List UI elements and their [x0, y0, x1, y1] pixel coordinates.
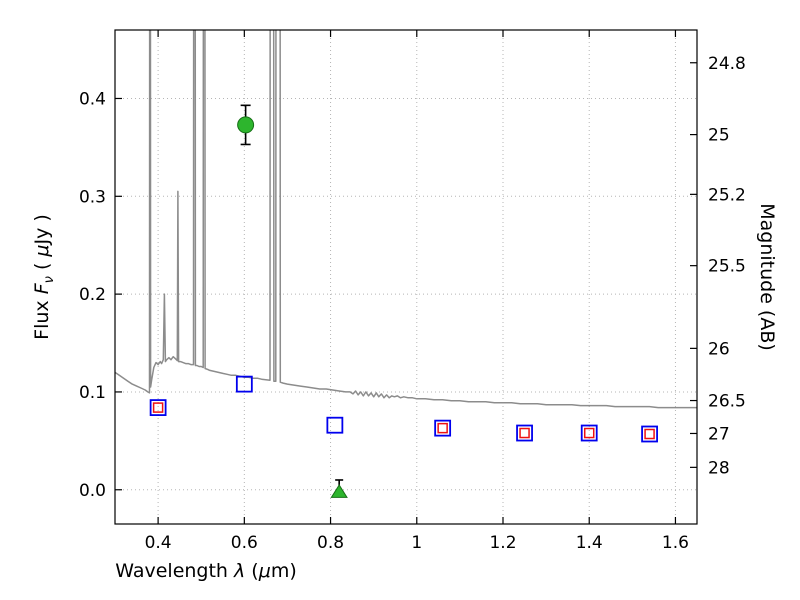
y-tick-label-right: 26: [708, 339, 730, 359]
x-axis-label: Wavelength λ (μm): [115, 560, 297, 582]
photometry-blue-open-squares-marker: [149, 399, 167, 416]
x-tick-label: 0.6: [231, 533, 258, 553]
photometry-blue-open-squares-marker: [235, 375, 253, 393]
y-axis-label-right: Magnitude (AB): [756, 203, 778, 351]
y-tick-label-right: 25: [708, 126, 730, 146]
photometry-blue-open-squares-marker: [580, 424, 598, 442]
y-tick-label-left: 0.3: [79, 187, 106, 207]
x-tick-label: 1: [411, 533, 422, 553]
y-tick-label-right: 24.8: [708, 54, 746, 74]
y-tick-label-right: 28: [708, 458, 730, 478]
y-tick-label-right: 25.2: [708, 185, 746, 205]
y-tick-label-left: 0.4: [79, 89, 106, 109]
photometry-red-open-squares-marker: [519, 427, 530, 439]
photometry-blue-open-squares-marker: [516, 424, 533, 442]
y-tick-label-left: 0.1: [79, 383, 106, 403]
x-tick-label: 1.4: [576, 533, 603, 553]
x-tick-label: 0.4: [145, 533, 172, 553]
detection-green-circle: [237, 104, 255, 146]
limit-green-triangle: [330, 479, 348, 498]
detection-green-circle-marker: [237, 116, 255, 134]
photometry-blue-open-squares-marker: [326, 416, 344, 434]
nu-subscript: ν: [41, 276, 57, 284]
x-axis-label-text: Wavelength: [115, 560, 235, 582]
grid-lines: [115, 30, 697, 524]
mu-symbol: μ: [258, 560, 271, 582]
photometry-blue-open-squares: [149, 375, 658, 443]
photometry-red-open-squares-marker: [152, 402, 164, 413]
axes-frame: [114, 29, 698, 525]
y-tick-label-right: 27: [708, 424, 730, 444]
flux-symbol: F: [31, 283, 53, 295]
y-tick-label-left: 0.0: [79, 481, 106, 501]
lambda-symbol: λ: [234, 560, 246, 582]
mu-symbol: μ: [31, 244, 53, 257]
x-tick-label: 1.2: [489, 533, 516, 553]
photometry-red-open-squares: [152, 402, 655, 440]
y-tick-label-left: 0.2: [79, 285, 106, 305]
x-tick-label: 0.8: [317, 533, 344, 553]
y-axis-label-left: Flux Fν ( μJy ): [31, 214, 57, 340]
x-tick-label: 1.6: [662, 533, 689, 553]
photometry-blue-open-squares-marker: [434, 419, 452, 437]
photometry-red-open-squares-marker: [583, 427, 595, 439]
photometry-blue-open-squares-marker: [641, 425, 658, 443]
y-tick-label-right: 25.5: [708, 257, 746, 277]
limit-green-triangle-marker: [330, 484, 348, 498]
photometry-red-open-squares-marker: [437, 422, 448, 434]
photometry-red-open-squares-marker: [644, 428, 655, 440]
axis-ticks: [115, 30, 697, 524]
y-tick-label-right: 26.5: [708, 392, 746, 412]
model-galaxy-spectrum: [115, 30, 697, 409]
